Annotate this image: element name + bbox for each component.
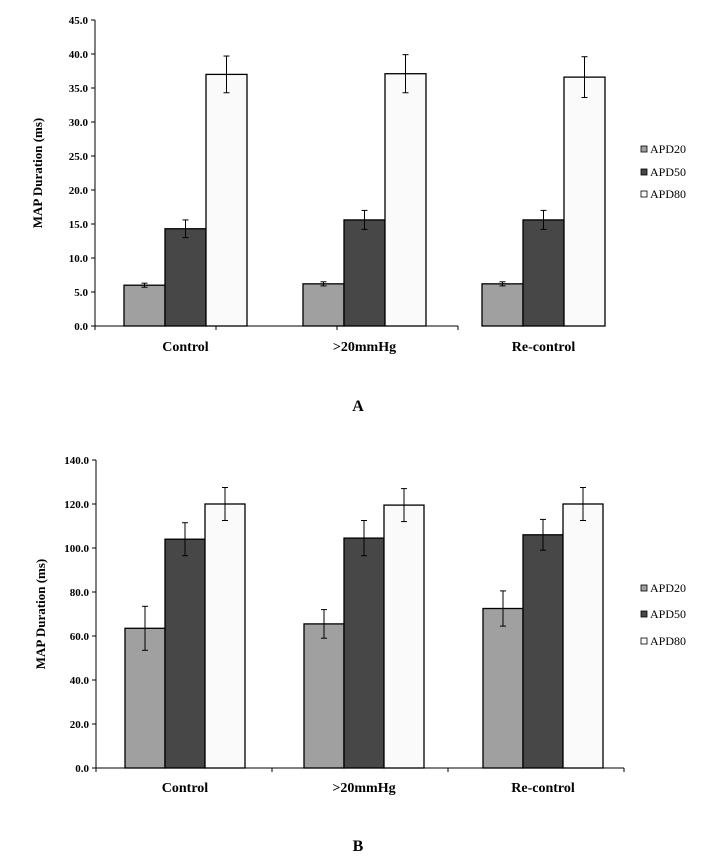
- panel-label: A: [352, 398, 364, 415]
- legend-swatch-apd80: [640, 190, 648, 198]
- bar-apd80: [205, 73, 248, 327]
- bar-apd80: [562, 503, 604, 769]
- legend-swatch-apd20: [640, 584, 648, 592]
- y-tick-label: 20.0: [69, 185, 89, 197]
- category-label: >20mmHg: [333, 340, 396, 355]
- legend-swatch-apd80: [640, 637, 648, 645]
- y-tick-label: 100.0: [64, 543, 89, 555]
- y-tick-label: 20.0: [70, 719, 90, 731]
- bar-apd20: [481, 283, 524, 327]
- legend-swatch-apd20: [640, 145, 648, 153]
- chart-b: 0.0 20.0 40.0 60.0 80.0 100.0 120.0 140.0 Contro…: [33, 455, 686, 855]
- y-tick-label: 30.0: [69, 117, 89, 129]
- y-tick-label: 10.0: [69, 253, 89, 265]
- y-tick-label: 0.0: [74, 321, 88, 333]
- legend-label: APD80: [650, 187, 686, 201]
- y-axis-title: MAP Duration (ms): [30, 118, 45, 229]
- bar-apd20: [482, 607, 524, 769]
- y-tick-label: 15.0: [69, 219, 89, 231]
- y-axis-title: MAP Duration (ms): [33, 559, 48, 670]
- legend-label: APD80: [650, 634, 686, 648]
- bar-apd20: [303, 623, 345, 769]
- y-tick-label: 40.0: [70, 675, 90, 687]
- bar-apd80: [204, 503, 246, 769]
- category-label: Control: [162, 340, 209, 355]
- category-label: >20mmHg: [332, 781, 395, 796]
- legend-label: APD20: [650, 142, 686, 156]
- bar-apd20: [124, 627, 166, 769]
- bar-apd50: [343, 219, 386, 327]
- y-tick-label: 45.0: [69, 15, 89, 27]
- y-tick-label: 0.0: [75, 763, 89, 775]
- y-tick-label: 25.0: [69, 151, 89, 163]
- y-tick-label: 35.0: [69, 83, 89, 95]
- legend-label: APD20: [650, 581, 686, 595]
- bar-apd50: [164, 228, 207, 327]
- bar-apd50: [522, 534, 564, 769]
- bar-apd20: [123, 284, 166, 327]
- y-tick-label: 120.0: [64, 499, 89, 511]
- y-tick-label: 140.0: [64, 455, 89, 467]
- y-tick-label: 40.0: [69, 49, 89, 61]
- category-label: Re-control: [512, 340, 576, 355]
- legend-swatch-apd50: [640, 168, 648, 176]
- y-tick-label: 5.0: [74, 287, 88, 299]
- y-tick-label: 60.0: [70, 631, 90, 643]
- bar-apd50: [522, 219, 565, 327]
- legend-swatch-apd50: [640, 610, 648, 618]
- category-label: Control: [162, 781, 209, 796]
- bar-apd20: [302, 283, 345, 327]
- y-tick-label: 80.0: [70, 587, 90, 599]
- bar-apd80: [384, 73, 427, 327]
- bar-apd50: [164, 538, 206, 769]
- bar-apd50: [343, 537, 385, 769]
- legend-label: APD50: [650, 165, 686, 179]
- panel-label: B: [353, 838, 364, 855]
- category-label: Re-control: [511, 781, 575, 796]
- bar-apd80: [383, 504, 425, 769]
- chart-a: 0.0 5.0 10.0 15.0 20.0 25.0 30.0 35.0 40.0 45.0 Co…: [30, 15, 686, 415]
- legend-label: APD50: [650, 607, 686, 621]
- bar-apd80: [563, 76, 606, 327]
